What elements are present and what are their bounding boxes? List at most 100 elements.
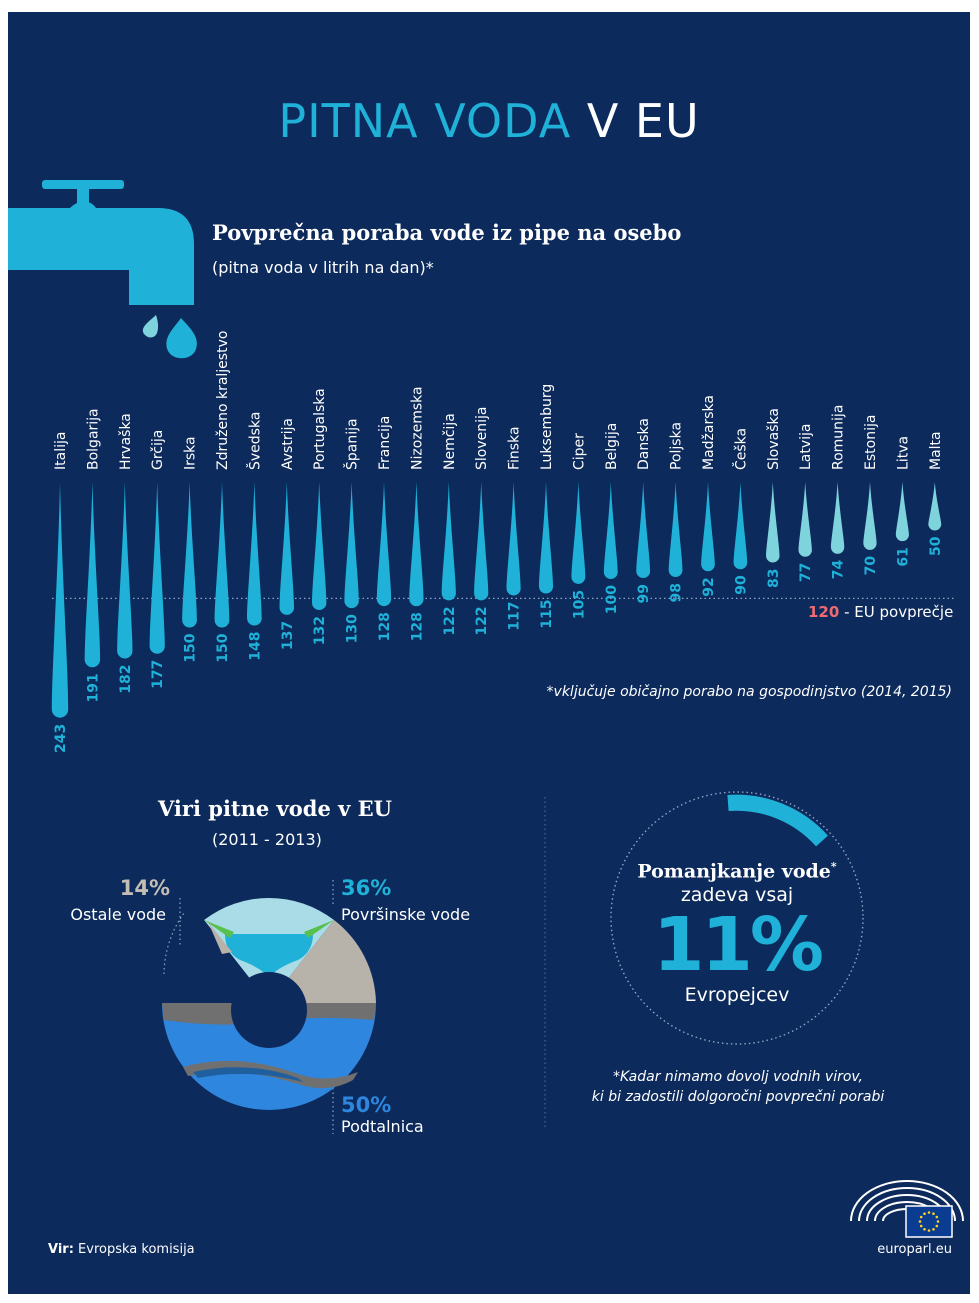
- bar-4: Grčija 177: [149, 430, 166, 689]
- bar-category-3: Hrvaška: [118, 413, 134, 470]
- shortage-line1-wrap: Pomanjkanje vode*: [611, 860, 863, 882]
- eu-star-12: [935, 1215, 939, 1219]
- bar-value-21: 92: [701, 577, 717, 596]
- bar-drop-8: [279, 482, 295, 615]
- bar-6: Združeno kraljestvo 150: [214, 331, 231, 663]
- bar-value-15: 117: [507, 601, 523, 630]
- eu-average-text: - EU povprečje: [844, 603, 954, 621]
- bar-23: Slovaška 83: [766, 408, 782, 588]
- bar-7: Švedska 148: [245, 412, 263, 661]
- bar-value-28: 50: [928, 536, 944, 556]
- bar-category-19: Danska: [636, 418, 652, 470]
- eu-average-label: 120 - EU povprečje: [808, 603, 953, 621]
- water-sources-pie: [162, 880, 376, 1134]
- eu-star-9: [923, 1212, 926, 1216]
- bar-drop-23: [766, 482, 780, 563]
- bar-drop-20: [668, 482, 683, 578]
- bar-value-24: 77: [798, 563, 814, 582]
- bar-value-27: 61: [895, 547, 911, 566]
- bar-value-23: 83: [766, 569, 782, 588]
- bar-drop-28: [928, 482, 942, 531]
- bar-drop-24: [798, 482, 812, 557]
- bar-drop-15: [506, 482, 521, 596]
- bar-19: Danska 99: [636, 418, 652, 603]
- bar-drop-27: [895, 482, 909, 542]
- source-label: Vir:: [48, 1242, 74, 1257]
- infographic-panel: Italija 243 Bolgarija 191 Hrvaška 182 Grčija 17…: [8, 12, 970, 1294]
- pie-slice-gravel: [269, 920, 376, 1003]
- bar-category-5: Irska: [183, 436, 199, 470]
- main-graphic: Italija 243 Bolgarija 191 Hrvaška 182 Grčija 17…: [8, 180, 964, 1238]
- bar-value-1: 243: [53, 724, 69, 753]
- shortage-ring: [610, 791, 864, 1045]
- shortage-stat: Pomanjkanje vode* zadeva vsaj 11% Evrope…: [611, 860, 863, 1006]
- bar-18: Belgija 100: [604, 423, 620, 615]
- pie-subtitle: (2011 - 2013): [212, 830, 322, 849]
- eu-star-6: [919, 1224, 923, 1228]
- bar-category-1: Italija: [53, 432, 69, 470]
- bar-category-17: Ciper: [571, 433, 587, 470]
- bar-28: Malta 50: [928, 431, 944, 556]
- chart-title: Povprečna poraba vode iz pipe na osebo: [212, 220, 682, 245]
- bar-category-11: Francija: [377, 416, 393, 470]
- bar-category-16: Luksemburg: [539, 384, 555, 470]
- bar-20: Poljska 98: [669, 422, 685, 603]
- bar-24: Latvija 77: [798, 423, 814, 582]
- bar-category-12: Nizozemska: [409, 386, 425, 470]
- bar-category-4: Grčija: [150, 430, 166, 470]
- bar-category-24: Latvija: [798, 423, 814, 470]
- eu-star-4: [927, 1229, 931, 1232]
- bar-5: Irska 150: [182, 436, 199, 663]
- bar-25: Romunija 74: [831, 405, 847, 580]
- shortage-line2: zadeva vsaj: [680, 884, 794, 907]
- title-part2: V EU: [586, 94, 700, 148]
- source-text: Evropska komisija: [78, 1242, 195, 1257]
- bar-value-8: 137: [280, 621, 296, 650]
- bar-drop-9: [312, 482, 327, 611]
- bar-8: Avstrija 137: [279, 418, 296, 650]
- bar-drop-18: [603, 482, 618, 579]
- eu-star-10: [927, 1211, 931, 1214]
- bar-category-2: Bolgarija: [85, 408, 101, 470]
- eu-star-1: [936, 1220, 940, 1223]
- bar-value-2: 191: [85, 673, 101, 702]
- bar-15: Finska 117: [506, 426, 523, 631]
- bar-drop-17: [571, 482, 586, 584]
- eu-star-2: [935, 1224, 939, 1228]
- bar-12: Nizozemska 128: [409, 386, 425, 641]
- bar-category-22: Češka: [731, 428, 749, 470]
- bar-27: Litva 61: [895, 436, 911, 567]
- bar-value-11: 128: [377, 612, 393, 641]
- bar-drop-21: [701, 482, 715, 572]
- bar-value-25: 74: [831, 560, 847, 580]
- eu-star-7: [918, 1220, 922, 1223]
- shortage-note-2: ki bi zadostili dolgoročni povprečni por…: [591, 1089, 885, 1105]
- bar-14: Slovenija 122: [474, 407, 490, 636]
- bar-category-23: Slovaška: [766, 408, 782, 470]
- bar-value-19: 99: [636, 584, 652, 603]
- bar-value-4: 177: [150, 660, 166, 689]
- label-podtalnica: Podtalnica: [341, 1117, 424, 1136]
- bar-category-27: Litva: [895, 436, 911, 470]
- bar-21: Madžarska 92: [701, 395, 717, 597]
- bar-value-6: 150: [215, 633, 231, 662]
- bar-drop-13: [441, 482, 456, 601]
- bar-drop-16: [538, 482, 554, 594]
- bar-26: Estonija 70: [863, 415, 879, 576]
- bar-drop-14: [474, 482, 489, 601]
- bar-category-18: Belgija: [604, 423, 620, 470]
- bar-drop-26: [863, 482, 877, 550]
- pct-ostale: 14%: [119, 876, 170, 900]
- shortage-line1: Pomanjkanje vode: [637, 860, 831, 883]
- bar-9: Portugalska 132: [312, 388, 328, 645]
- site-link[interactable]: europarl.eu: [877, 1242, 952, 1257]
- eu-average-value: 120: [808, 603, 840, 621]
- bar-10: Španija 130: [343, 418, 361, 643]
- chart-subtitle: (pitna voda v litrih na dan)*: [212, 258, 434, 277]
- bar-value-3: 182: [118, 665, 134, 694]
- bar-category-21: Madžarska: [701, 395, 717, 470]
- pct-povrsinske: 36%: [341, 876, 392, 900]
- bar-drop-11: [376, 482, 392, 607]
- bar-value-13: 122: [442, 606, 458, 635]
- bar-drop-2: [84, 482, 101, 668]
